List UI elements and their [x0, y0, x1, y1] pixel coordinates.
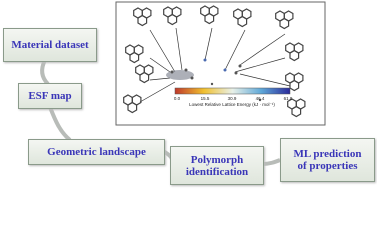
esf-panel — [115, 1, 326, 126]
box-label: of properties — [297, 160, 358, 172]
box-label: Geometric landscape — [47, 146, 146, 158]
box-label: ML prediction — [293, 148, 362, 160]
box-polymorph: Polymorph identification — [170, 146, 264, 185]
box-ml-prediction: ML prediction of properties — [280, 138, 375, 182]
diagram: 0.0 15.5 30.9 46.4 61.8 Lowest Relative … — [3, 1, 375, 185]
colorbar-label: Lowest Relative Lattice Energy (kJ · mol… — [189, 102, 275, 107]
box-label: Material dataset — [11, 39, 89, 51]
colorbar-tick: 15.5 — [201, 96, 210, 101]
box-label: identification — [185, 165, 249, 178]
box-esf-map: ESF map — [18, 83, 82, 109]
scatter — [166, 58, 262, 102]
box-label: ESF map — [28, 90, 72, 102]
box-material-dataset: Material dataset — [3, 28, 97, 62]
colorbar-tick: 61.8 — [284, 96, 293, 101]
graphics: 0.0 15.5 30.9 46.4 61.8 Lowest Relative … — [40, 1, 326, 166]
colorbar-tick: 0.0 — [174, 96, 181, 101]
box-label: Polymorph — [190, 153, 244, 166]
colorbar-tick: 30.9 — [228, 96, 237, 101]
colorbar-tick: 46.4 — [256, 96, 265, 101]
colorbar — [174, 87, 291, 95]
box-geometric-landscape: Geometric landscape — [28, 139, 165, 165]
leader-lines — [139, 27, 291, 103]
